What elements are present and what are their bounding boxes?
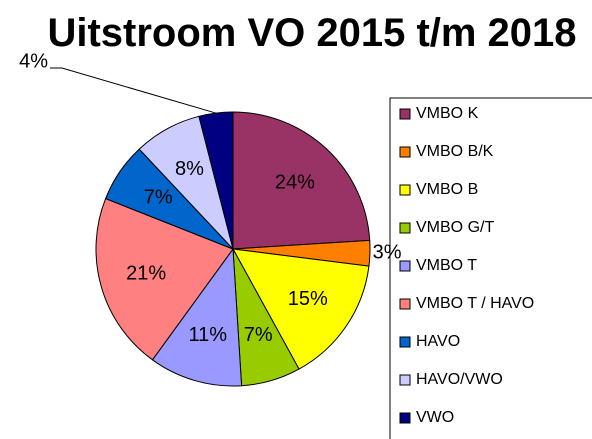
legend-swatch [399,412,411,424]
data-label: 24% [275,171,315,193]
data-label: 3% [373,242,402,264]
legend-label: VMBO B [416,181,478,198]
legend-box [389,97,592,439]
legend-label: VMBO K [416,105,479,122]
pie-slice [232,248,370,370]
legend-swatch [399,260,411,272]
data-label: 4% [19,50,48,72]
pie-slice [232,111,371,250]
legend-swatch [399,108,411,120]
legend-label: VMBO G/T [416,219,494,236]
data-label: 8% [175,158,204,180]
pie-slice [151,247,243,387]
legend-label: VMBO T [416,257,477,274]
data-label: 15% [288,288,328,310]
legend-swatch [399,374,411,386]
legend-swatch [399,184,411,196]
data-label: 7% [144,186,173,208]
chart-title: Uitstroom VO 2015 t/m 2018 [47,11,577,55]
leader-line [50,67,216,114]
legend-swatch [399,298,411,310]
legend-swatch [399,146,411,158]
legend-swatch [399,222,411,234]
legend-label: VWO [416,409,454,426]
legend-swatch [399,336,411,348]
data-label: 11% [189,324,228,346]
legend-label: VMBO T / HAVO [416,295,534,312]
legend-label: HAVO [416,333,460,350]
legend-label: HAVO/VWO [416,371,503,388]
pie-slice [95,197,234,361]
data-label: 7% [244,324,273,346]
data-label: 21% [126,263,166,285]
legend-label: VMBO B/K [416,143,494,160]
